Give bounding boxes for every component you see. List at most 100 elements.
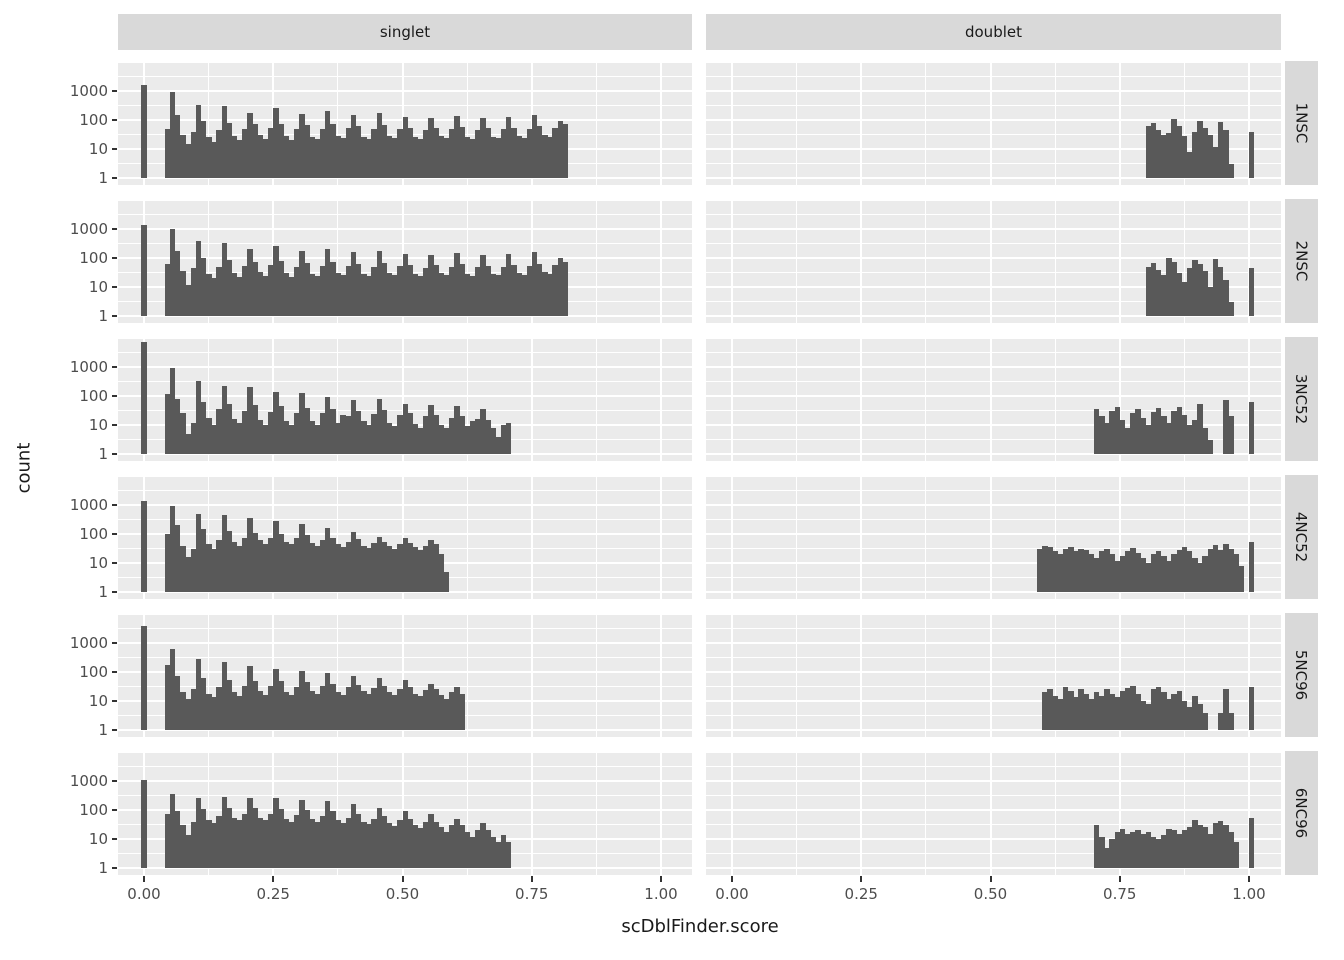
minor-gridline-v [1183, 199, 1185, 323]
histogram-bar [381, 410, 388, 454]
histogram-bar [552, 265, 558, 316]
facet-panel [118, 337, 692, 461]
histogram-bar [288, 821, 295, 868]
y-tick-label: 100 [79, 249, 108, 267]
histogram-bar [1104, 847, 1110, 868]
histogram-bar [1114, 696, 1121, 730]
major-gridline-h [706, 366, 1281, 368]
minor-gridline-v [208, 475, 210, 599]
histogram-bar [474, 129, 481, 178]
histogram-bar [1233, 554, 1239, 592]
minor-gridline-h [118, 243, 692, 244]
histogram-bar [237, 140, 243, 178]
x-tick-mark [660, 876, 662, 882]
facet-column-label: doublet [964, 23, 1022, 41]
histogram-bar [469, 275, 476, 316]
major-gridline-h [118, 475, 692, 477]
histogram-bar [386, 136, 393, 178]
histogram-bar [216, 540, 222, 592]
histogram-bar [226, 260, 233, 316]
histogram-bar [185, 834, 191, 868]
histogram-bar [505, 116, 512, 178]
minor-gridline-h [118, 214, 692, 215]
histogram-bar [1068, 546, 1074, 592]
major-gridline-v [1248, 199, 1250, 323]
histogram-bar [1176, 406, 1183, 454]
histogram-bar [1197, 703, 1203, 730]
histogram-bar [273, 245, 279, 316]
y-tick-label: 10 [88, 416, 108, 434]
histogram-bar [1114, 560, 1121, 592]
histogram-bar [1186, 151, 1193, 178]
histogram-bar [273, 798, 279, 868]
histogram-bar [1166, 698, 1172, 730]
histogram-bar [1135, 553, 1141, 592]
major-gridline-v [731, 613, 733, 737]
histogram-bar [200, 528, 207, 592]
major-gridline-h [118, 453, 692, 455]
major-gridline-v [530, 475, 533, 599]
x-tick-mark [1118, 876, 1121, 882]
histogram-bar [340, 137, 346, 178]
facet-panel [706, 751, 1281, 875]
histogram-bar [324, 528, 331, 592]
histogram-bar [314, 425, 321, 454]
histogram-bar [1124, 427, 1131, 454]
facet-panel [118, 475, 692, 599]
histogram-bar [433, 127, 439, 178]
major-gridline-h [706, 809, 1281, 811]
histogram-bar [141, 85, 147, 178]
histogram-bar [449, 417, 455, 454]
histogram-bar [1202, 712, 1208, 730]
facet-row-label: 4NC52 [1292, 511, 1311, 563]
major-gridline-h [706, 61, 1281, 63]
histogram-bar [180, 545, 186, 592]
histogram-bar [1062, 549, 1069, 592]
y-tick-label: 1 [98, 307, 108, 325]
y-tick-mark [112, 867, 117, 869]
histogram-bar [314, 139, 321, 178]
histogram-bar [195, 105, 202, 178]
histogram-bar [1078, 689, 1084, 730]
y-tick-mark [112, 533, 117, 535]
histogram-bar [464, 426, 470, 454]
minor-gridline-h [706, 134, 1281, 135]
facet-row-label: 1NSC [1292, 102, 1311, 144]
histogram-bar [516, 273, 522, 316]
y-tick-label: 10 [88, 278, 108, 296]
minor-gridline-h [118, 766, 692, 767]
y-tick-label: 1000 [69, 772, 108, 790]
minor-gridline-v [796, 337, 798, 461]
histogram-bar [309, 420, 315, 454]
histogram-bar [309, 542, 315, 592]
major-gridline-h [118, 504, 692, 506]
y-tick-label: 1000 [69, 82, 108, 100]
histogram-bar [402, 403, 408, 454]
histogram-bar [1124, 551, 1131, 592]
histogram-bar [449, 266, 455, 316]
major-gridline-v [860, 199, 863, 323]
histogram-bar [397, 820, 403, 868]
histogram-bar [1228, 831, 1234, 868]
histogram-bar [1093, 557, 1100, 592]
histogram-bar [459, 825, 465, 868]
histogram-bar [402, 116, 408, 178]
histogram-bar [304, 682, 310, 730]
histogram-bar [324, 396, 331, 454]
histogram-bar [1130, 831, 1136, 868]
x-tick-label: 0.00 [127, 885, 161, 903]
x-tick-mark [860, 876, 863, 882]
major-gridline-h [118, 315, 692, 317]
histogram-bar [190, 549, 196, 592]
histogram-bar [490, 136, 496, 178]
major-gridline-h [706, 177, 1281, 179]
histogram-bar [1093, 409, 1100, 454]
minor-gridline-v [1183, 751, 1185, 875]
histogram-bar [330, 124, 336, 178]
histogram-bar [1042, 692, 1048, 730]
x-tick-mark [143, 876, 145, 882]
minor-gridline-v [337, 475, 339, 599]
histogram-bar [464, 136, 470, 178]
histogram-bar [1202, 555, 1208, 592]
histogram-bar [1083, 550, 1090, 592]
